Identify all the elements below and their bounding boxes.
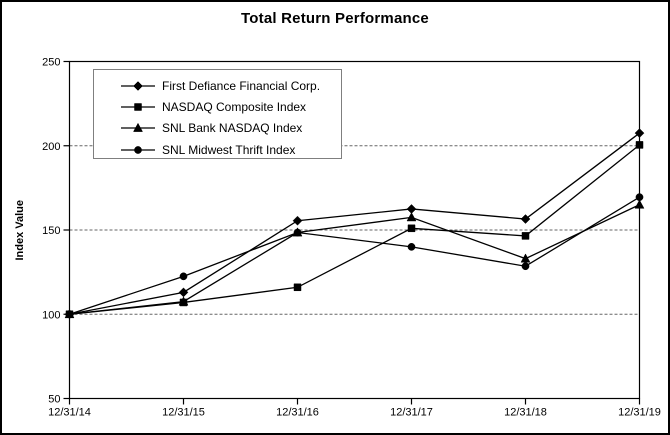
series-line-2	[69, 204, 640, 315]
series-line-3	[69, 196, 640, 315]
series-1-marker-square-2	[293, 283, 302, 292]
series-2-marker-triangle-5	[634, 199, 645, 209]
legend-item-3: SNL Midwest Thrift Index	[121, 139, 341, 160]
series-3-marker-circle-5	[635, 193, 644, 201]
series-0-marker-diamond-2	[292, 215, 303, 226]
triangle-marker-icon	[121, 123, 155, 133]
series-0-marker-diamond-4	[520, 214, 531, 224]
x-tick-label-5: 12/31/19	[618, 407, 661, 419]
series-3-marker-circle-1	[179, 272, 188, 281]
legend-label-3: SNL Midwest Thrift Index	[162, 142, 296, 157]
series-3-marker-circle-4	[521, 262, 530, 271]
chart-title: Total Return Performance	[241, 10, 429, 27]
y-tick-label-200: 200	[42, 141, 60, 153]
diamond-marker-icon	[121, 80, 155, 91]
legend-item-0: First Defiance Financial Corp.	[121, 75, 341, 96]
legend-label-2: SNL Bank NASDAQ Index	[162, 121, 303, 136]
square-marker-icon	[121, 103, 155, 111]
series-3-marker-circle-2	[293, 228, 302, 237]
series-line-1	[69, 144, 640, 315]
series-3-marker-circle-0	[65, 310, 74, 319]
series-0-marker-diamond-3	[406, 204, 417, 214]
x-tick-label-0: 12/31/14	[48, 407, 91, 419]
legend: First Defiance Financial Corp. NASDAQ Com…	[93, 69, 342, 159]
series-1-marker-square-4	[521, 232, 530, 240]
legend-label-1: NASDAQ Composite Index	[162, 99, 307, 114]
y-tick-label-150: 150	[42, 225, 60, 237]
y-tick-label-50: 50	[48, 394, 60, 406]
series-0-marker-diamond-1	[178, 287, 189, 298]
y-tick-label-250: 250	[42, 57, 60, 69]
x-tick-label-2: 12/31/16	[276, 407, 319, 419]
circle-marker-icon	[121, 145, 155, 154]
y-tick-label-100: 100	[42, 309, 60, 321]
series-line-0	[69, 132, 640, 315]
x-tick-label-1: 12/31/15	[162, 407, 205, 419]
series-2-marker-triangle-4	[520, 253, 531, 263]
legend-item-1: NASDAQ Composite Index	[121, 96, 341, 117]
series-0-marker-diamond-5	[634, 128, 645, 138]
x-tick-label-3: 12/31/17	[390, 407, 433, 419]
legend-label-0: First Defiance Financial Corp.	[162, 78, 321, 93]
series-2-marker-triangle-3	[406, 212, 417, 222]
series-2-marker-triangle-1	[178, 296, 189, 306]
x-tick-label-4: 12/31/18	[504, 407, 547, 419]
series-1-marker-square-3	[407, 224, 416, 233]
series-1-marker-square-5	[635, 141, 644, 149]
legend-item-2: SNL Bank NASDAQ Index	[121, 118, 341, 139]
series-3-marker-circle-3	[407, 243, 416, 251]
